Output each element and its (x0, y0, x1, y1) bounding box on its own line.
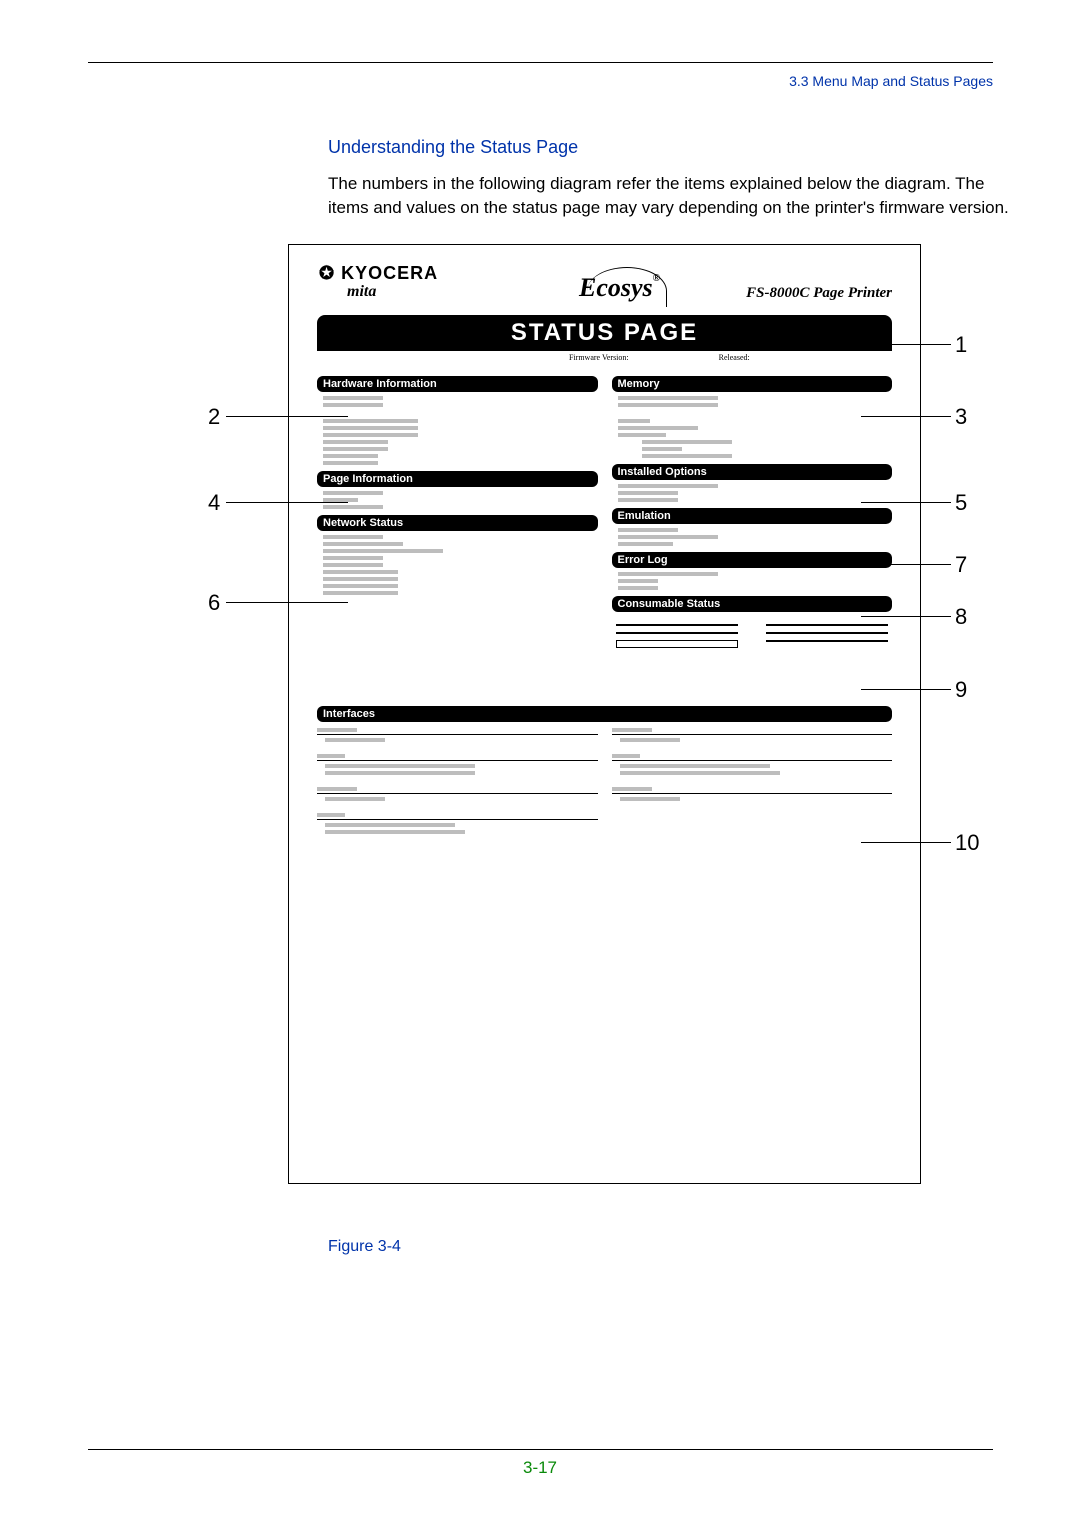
section-heading: Network Status (317, 515, 598, 531)
interface-group (317, 728, 598, 742)
section-heading: Page Information (317, 471, 598, 487)
ecosys-logo: Ecosys® (579, 273, 660, 303)
interface-group (317, 787, 598, 801)
footer-rule (88, 1449, 993, 1450)
callout-line (861, 616, 951, 617)
section-heading: Error Log (612, 552, 893, 568)
placeholder-lines (323, 491, 598, 509)
firmware-line: Firmware Version: Released: (569, 353, 892, 362)
consumable-bars (612, 616, 893, 648)
interface-group (612, 728, 893, 742)
section-heading: Consumable Status (612, 596, 893, 612)
status-page-diagram: ✪ KYOCERA mita Ecosys® FS-8000C Page Pri… (88, 244, 993, 1224)
callout-line (861, 502, 951, 503)
interface-group (317, 813, 598, 834)
placeholder-lines (618, 484, 893, 502)
callout-line (861, 416, 951, 417)
placeholder-lines (323, 396, 598, 465)
mita-logo: mita (347, 283, 376, 301)
callout-number: 8 (955, 604, 967, 630)
section-heading: Hardware Information (317, 376, 598, 392)
firmware-label: Firmware Version: (569, 353, 629, 362)
intro-paragraph: The numbers in the following diagram ref… (328, 172, 1028, 220)
section-heading: Installed Options (612, 464, 893, 480)
callout-number: 1 (955, 332, 967, 358)
status-title-band: STATUS PAGE (317, 315, 892, 351)
callout-line (861, 689, 951, 690)
interfaces-left (317, 726, 598, 846)
callout-number: 10 (955, 830, 979, 856)
kyocera-logo: ✪ KYOCERA (319, 263, 438, 284)
callout-number: 3 (955, 404, 967, 430)
section-heading: Emulation (612, 508, 893, 524)
logo-row: ✪ KYOCERA mita Ecosys® FS-8000C Page Pri… (289, 245, 920, 315)
interfaces-heading: Interfaces (317, 706, 892, 722)
placeholder-lines (323, 535, 598, 595)
interface-group (612, 754, 893, 775)
interface-group (612, 787, 893, 801)
placeholder-lines (618, 528, 893, 546)
placeholder-lines (618, 572, 893, 590)
breadcrumb: 3.3 Menu Map and Status Pages (88, 73, 993, 89)
callout-line (861, 564, 951, 565)
interfaces-block: Interfaces (317, 706, 892, 846)
columns: Hardware Information Page Information Netw… (289, 370, 920, 648)
callout-number: 6 (208, 590, 220, 616)
callout-line (861, 344, 951, 345)
callout-line (226, 502, 348, 503)
right-column: Memory Installed Options Emulation Error Lo… (612, 370, 893, 648)
callout-line (226, 602, 348, 603)
section-heading: Understanding the Status Page (328, 137, 993, 158)
page-number: 3-17 (0, 1458, 1080, 1478)
interfaces-right (612, 726, 893, 846)
status-sheet: ✪ KYOCERA mita Ecosys® FS-8000C Page Pri… (288, 244, 921, 1184)
callout-number: 2 (208, 404, 220, 430)
interface-group (317, 754, 598, 775)
left-column: Hardware Information Page Information Netw… (317, 370, 598, 648)
page-content: 3.3 Menu Map and Status Pages Understand… (88, 62, 993, 1256)
released-label: Released: (719, 353, 750, 362)
callout-number: 7 (955, 552, 967, 578)
callout-number: 9 (955, 677, 967, 703)
callout-number: 4 (208, 490, 220, 516)
section-heading: Memory (612, 376, 893, 392)
placeholder-lines (618, 396, 893, 458)
callout-line (861, 842, 951, 843)
printer-model: FS-8000C Page Printer (746, 285, 892, 302)
callout-line (226, 416, 348, 417)
figure-caption: Figure 3-4 (328, 1238, 993, 1256)
callout-number: 5 (955, 490, 967, 516)
